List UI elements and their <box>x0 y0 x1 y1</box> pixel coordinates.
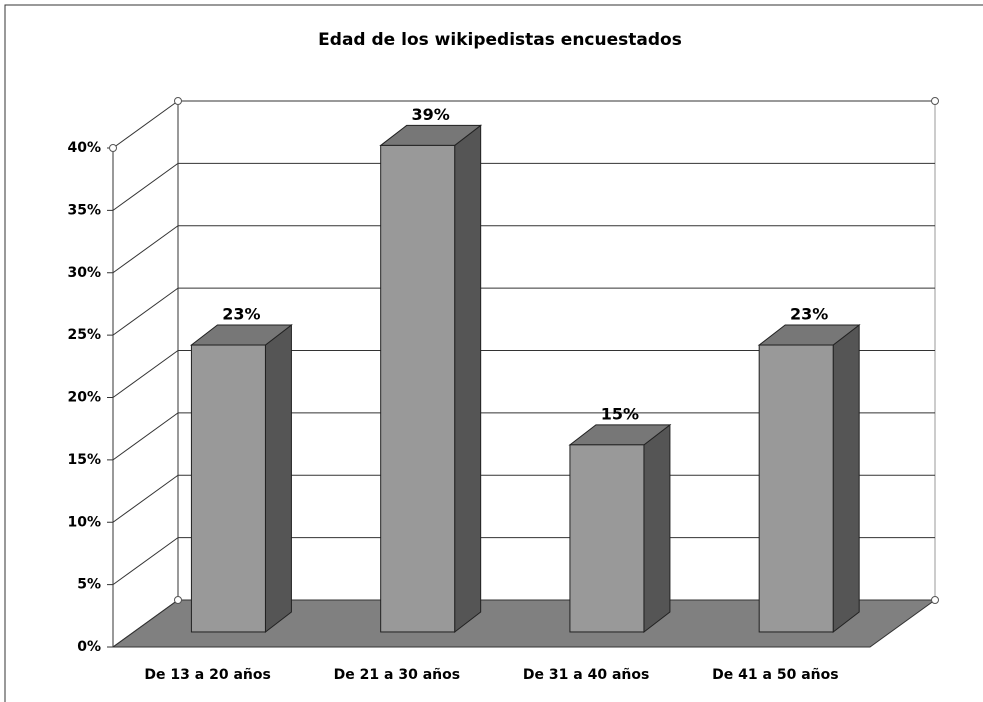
value-label: 39% <box>412 105 450 124</box>
corner-handle <box>109 144 117 152</box>
corner-handle <box>174 97 182 105</box>
bar <box>190 344 266 633</box>
y-tick-label: 20% <box>67 390 101 406</box>
bar <box>569 444 645 633</box>
value-label: 15% <box>601 404 639 423</box>
y-tick-label: 35% <box>67 202 101 218</box>
x-tick-label: De 31 a 40 años <box>523 667 649 683</box>
y-tick-label: 30% <box>67 265 101 281</box>
grid-line <box>112 287 179 336</box>
value-label: 23% <box>222 305 260 324</box>
x-tick-label: De 13 a 20 años <box>144 667 270 683</box>
x-tick-label: De 41 a 50 años <box>712 667 838 683</box>
y-tick-label: 10% <box>67 514 101 530</box>
bar-side <box>454 124 482 633</box>
y-tick-label: 5% <box>77 577 101 593</box>
bar-side <box>832 324 860 633</box>
bar-side <box>643 423 671 633</box>
grid-line <box>112 474 179 523</box>
bar <box>380 144 456 633</box>
corner-handle <box>931 97 939 105</box>
grid-line <box>112 225 179 274</box>
bar-side <box>264 324 292 633</box>
y-tick-label: 0% <box>77 639 101 655</box>
grid-line <box>112 162 179 211</box>
grid-line <box>112 100 179 149</box>
corner-handle <box>931 596 939 604</box>
y-tick-label: 25% <box>67 327 101 343</box>
x-tick-label: De 21 a 30 años <box>334 667 460 683</box>
value-label: 23% <box>790 305 828 324</box>
grid-line <box>112 350 179 398</box>
grid-line <box>112 599 179 648</box>
grid-line <box>112 537 179 586</box>
bar <box>758 344 834 633</box>
y-tick-label: 40% <box>67 140 101 156</box>
chart-title: Edad de los wikipedistas encuestados <box>318 30 682 50</box>
grid-line <box>112 412 179 461</box>
y-tick-label: 15% <box>67 452 101 468</box>
corner-handle <box>174 596 182 604</box>
